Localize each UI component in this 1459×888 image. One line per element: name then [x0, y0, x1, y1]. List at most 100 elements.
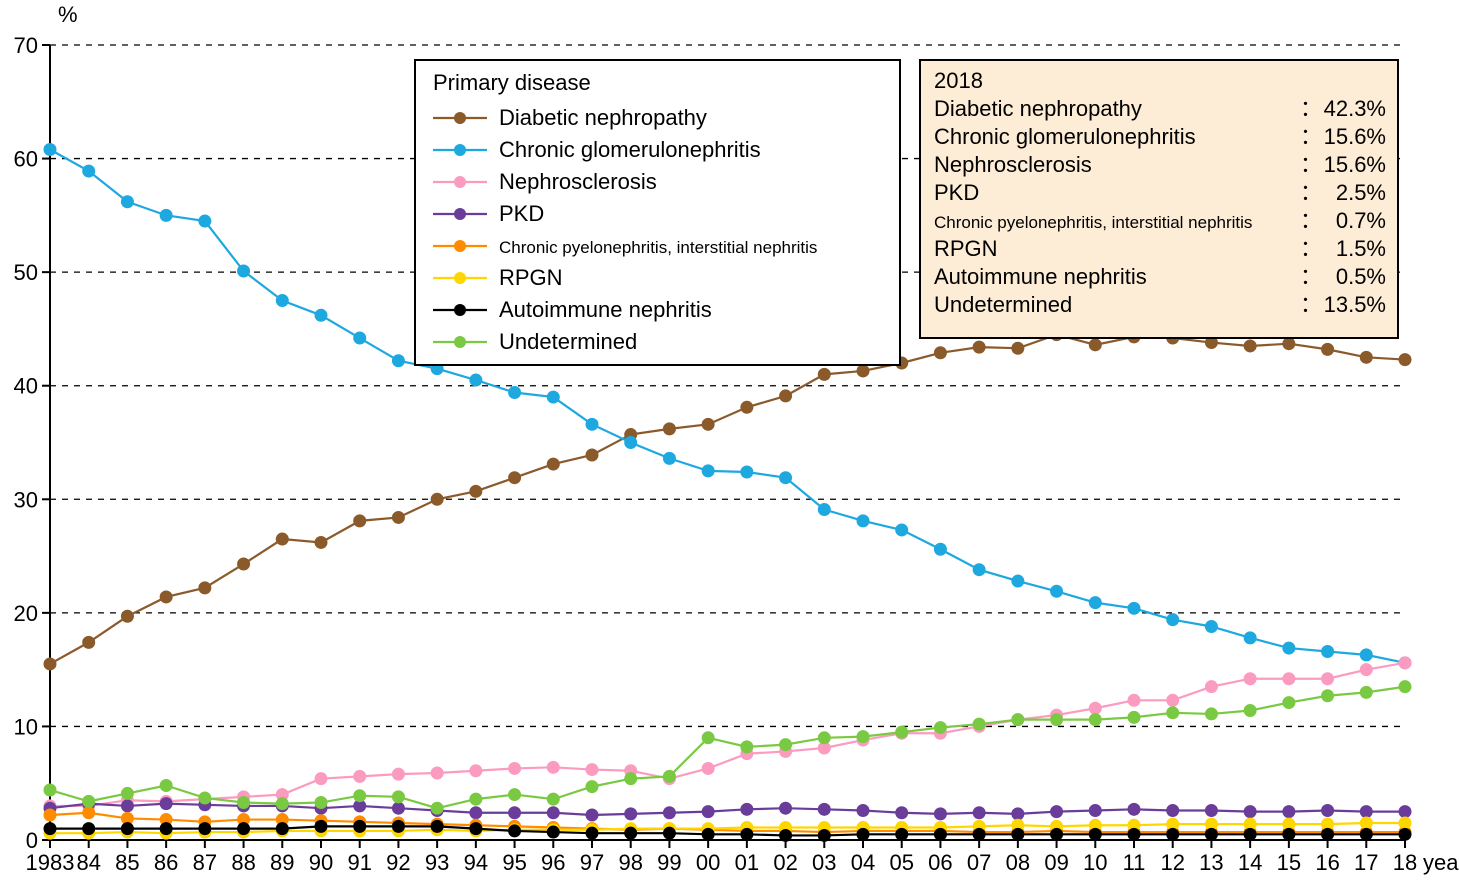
- x-tick-label: 12: [1160, 850, 1184, 875]
- series-marker: [818, 829, 830, 841]
- series-marker: [1244, 673, 1256, 685]
- series-marker: [315, 797, 327, 809]
- series-marker: [1167, 828, 1179, 840]
- x-tick-label: 98: [618, 850, 642, 875]
- series-marker: [586, 764, 598, 776]
- y-tick-label: 60: [14, 147, 38, 172]
- series-marker: [1012, 714, 1024, 726]
- series-marker: [896, 726, 908, 738]
- info-item-label: Autoimmune nephritis: [934, 264, 1147, 289]
- x-tick-label: 14: [1238, 850, 1262, 875]
- series-marker: [1205, 681, 1217, 693]
- series-marker: [780, 802, 792, 814]
- series-marker: [44, 784, 56, 796]
- x-tick-label: 00: [696, 850, 720, 875]
- series-marker: [663, 423, 675, 435]
- series-marker: [625, 437, 637, 449]
- y-tick-label: 30: [14, 487, 38, 512]
- series-marker: [1360, 828, 1372, 840]
- series-marker: [896, 828, 908, 840]
- series-marker: [470, 374, 482, 386]
- x-tick-label: 15: [1277, 850, 1301, 875]
- legend-item-label: RPGN: [499, 265, 563, 290]
- y-tick-label: 50: [14, 260, 38, 285]
- series-marker: [857, 365, 869, 377]
- series-marker: [431, 820, 443, 832]
- series-marker: [1089, 597, 1101, 609]
- series-marker: [83, 636, 95, 648]
- series-marker: [199, 582, 211, 594]
- legend-item-label: Diabetic nephropathy: [499, 105, 707, 130]
- series-marker: [1322, 828, 1334, 840]
- series-marker: [1051, 585, 1063, 597]
- series-marker: [741, 803, 753, 815]
- legend-swatch-marker: [454, 112, 466, 124]
- y-tick-label: 40: [14, 374, 38, 399]
- x-tick-label: 85: [115, 850, 139, 875]
- legend-title: Primary disease: [433, 70, 591, 95]
- legend-swatch-marker: [454, 144, 466, 156]
- series-marker: [470, 765, 482, 777]
- series-marker: [83, 807, 95, 819]
- series-marker: [1399, 681, 1411, 693]
- series-marker: [238, 823, 250, 835]
- series-marker: [934, 808, 946, 820]
- series-marker: [1012, 808, 1024, 820]
- info-item-colon: ：: [1300, 236, 1322, 261]
- series-marker: [586, 781, 598, 793]
- info-item-colon: ：: [1300, 124, 1322, 149]
- series-marker: [44, 658, 56, 670]
- series-marker: [896, 524, 908, 536]
- series-marker: [509, 807, 521, 819]
- series-marker: [1283, 673, 1295, 685]
- series-marker: [276, 823, 288, 835]
- info-item-value: 2.5%: [1336, 180, 1386, 205]
- series-marker: [625, 773, 637, 785]
- series-marker: [509, 472, 521, 484]
- series-marker: [276, 295, 288, 307]
- info-item-label: Chronic glomerulonephritis: [934, 124, 1196, 149]
- series-marker: [934, 543, 946, 555]
- series-marker: [1283, 642, 1295, 654]
- series-marker: [1128, 828, 1140, 840]
- x-tick-label: 06: [928, 850, 952, 875]
- series-marker: [199, 792, 211, 804]
- series-marker: [857, 828, 869, 840]
- series-marker: [973, 807, 985, 819]
- x-tick-label: 97: [580, 850, 604, 875]
- series-marker: [702, 732, 714, 744]
- series-marker: [702, 828, 714, 840]
- x-tick-label: 88: [231, 850, 255, 875]
- series-marker: [547, 807, 559, 819]
- series-marker: [1012, 828, 1024, 840]
- x-tick-label: 18: [1393, 850, 1417, 875]
- info-item-colon: ：: [1300, 264, 1322, 289]
- series-marker: [1244, 828, 1256, 840]
- series-marker: [1167, 707, 1179, 719]
- y-tick-label: 10: [14, 714, 38, 739]
- x-tick-label: 02: [773, 850, 797, 875]
- series-marker: [1128, 602, 1140, 614]
- series-marker: [392, 802, 404, 814]
- info-item-value: 42.3%: [1324, 96, 1386, 121]
- series-marker: [1360, 806, 1372, 818]
- series-marker: [1167, 694, 1179, 706]
- series-marker: [741, 466, 753, 478]
- series-marker: [1051, 828, 1063, 840]
- series-marker: [1322, 804, 1334, 816]
- series-marker: [431, 493, 443, 505]
- line-chart: 010203040506070%198384858687888990919293…: [0, 0, 1459, 888]
- series-marker: [547, 761, 559, 773]
- series-marker: [354, 790, 366, 802]
- info-item-value: 15.6%: [1324, 124, 1386, 149]
- series-marker: [702, 465, 714, 477]
- series-marker: [1089, 804, 1101, 816]
- series-marker: [354, 820, 366, 832]
- series-marker: [818, 732, 830, 744]
- info-item-colon: ：: [1300, 96, 1322, 121]
- series-marker: [238, 558, 250, 570]
- series-marker: [1360, 649, 1372, 661]
- series-marker: [1167, 614, 1179, 626]
- x-tick-label: 01: [735, 850, 759, 875]
- series-marker: [1360, 686, 1372, 698]
